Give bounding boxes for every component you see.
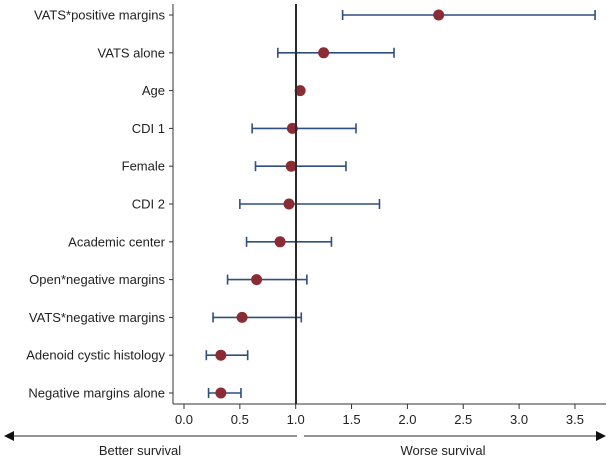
forest-row: CDI 2 [132,197,381,212]
forest-row: Age [142,83,306,98]
estimate-point [274,236,286,248]
estimate-point [318,47,330,59]
row-label: CDI 2 [132,197,165,212]
forest-row: VATS*negative margins [29,310,303,325]
estimate-point [283,198,295,210]
row-label: VATS*negative margins [29,310,166,325]
estimate-point [215,349,227,361]
forest-row: Adenoid cystic histology [26,348,249,363]
x-tick-label: 0.0 [175,412,193,427]
right-arrowhead [596,431,606,441]
forest-row: CDI 1 [132,121,357,136]
forest-row: Open*negative margins [29,272,308,287]
row-label: VATS*positive margins [34,8,166,23]
estimate-point [251,274,263,286]
forest-row: VATS alone [98,45,395,60]
estimate-point [285,160,297,172]
x-tick-label: 2.5 [454,412,472,427]
row-label: CDI 1 [132,121,165,136]
estimate-point [215,387,227,399]
forest-row: Academic center [68,234,333,249]
estimate-point [236,311,248,323]
forest-row: Female [122,159,347,174]
row-label: VATS alone [98,45,165,60]
x-tick-label: 1.5 [343,412,361,427]
forest-row: Negative margins alone [28,386,242,401]
row-label: Open*negative margins [29,272,165,287]
row-label: Academic center [68,234,165,249]
row-label: Adenoid cystic histology [26,348,165,363]
x-tick-label: 1.0 [287,412,305,427]
better-survival-label: Better survival [99,443,181,456]
estimate-point [433,9,445,21]
row-label: Negative margins alone [28,386,165,401]
left-arrowhead [4,431,14,441]
row-label: Age [142,83,165,98]
x-tick-label: 0.5 [231,412,249,427]
x-tick-label: 2.0 [398,412,416,427]
x-tick-label: 3.0 [510,412,528,427]
worse-survival-label: Worse survival [400,443,485,456]
estimate-point [294,85,306,97]
x-tick-label: 3.5 [566,412,584,427]
forest-row: VATS*positive margins [34,8,596,23]
row-label: Female [122,159,165,174]
